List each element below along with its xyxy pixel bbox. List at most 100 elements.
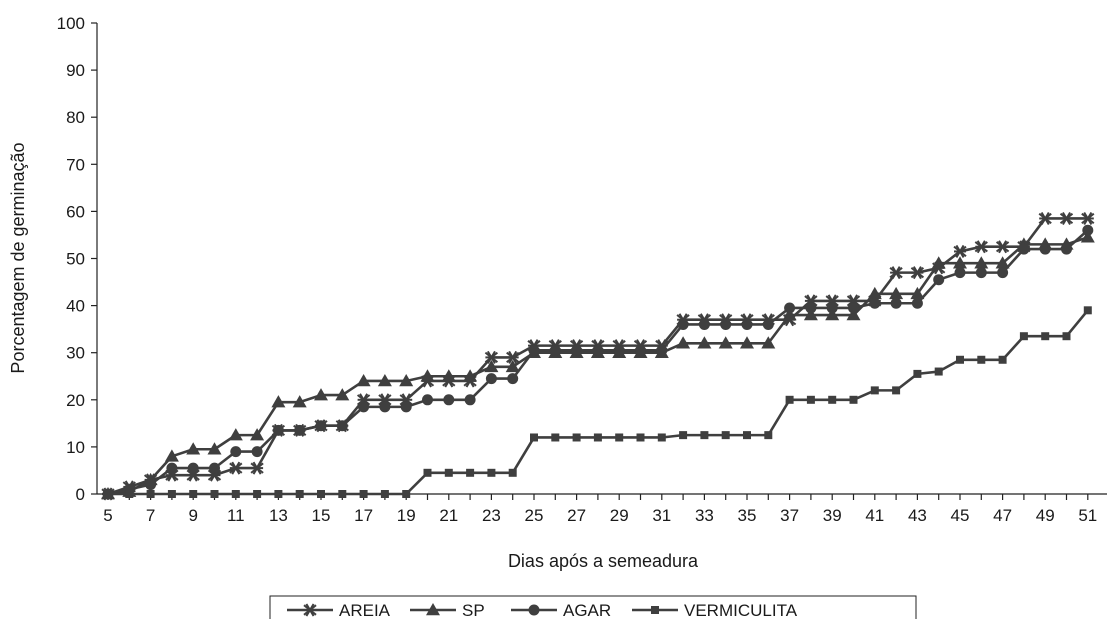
- data-point-agar: [720, 318, 732, 330]
- data-point-agar: [336, 420, 348, 432]
- x-tick-label: 13: [269, 506, 288, 525]
- legend: AREIA SP AGAR VERMICULITA: [269, 595, 917, 619]
- data-point-agar: [698, 318, 710, 330]
- x-tick-label: 41: [865, 506, 884, 525]
- data-point-sp: [314, 388, 328, 401]
- data-point-sp: [867, 286, 882, 300]
- data-point-agar: [613, 344, 625, 356]
- axes: [96, 23, 1107, 495]
- data-point-vermiculita: [572, 433, 581, 442]
- data-point-vermiculita: [721, 431, 730, 440]
- data-point-agar: [784, 302, 796, 314]
- data-point-agar: [187, 462, 199, 474]
- data-point-vermiculita: [743, 431, 751, 440]
- data-point-agar: [485, 373, 497, 385]
- legend-label: VERMICULITA: [684, 601, 798, 619]
- x-tick-label: 49: [1036, 506, 1055, 525]
- data-point-agar: [911, 297, 923, 309]
- y-tick-label: 60: [66, 202, 85, 221]
- data-point-agar: [933, 274, 945, 286]
- data-point-agar: [507, 373, 519, 385]
- data-point-areia: [484, 350, 499, 364]
- x-tick-label: 23: [482, 506, 501, 525]
- data-point-agar: [230, 446, 242, 458]
- x-tick-label: 5: [103, 506, 112, 525]
- data-point-vermiculita: [551, 433, 560, 442]
- data-point-sp: [676, 336, 691, 349]
- data-point-agar: [592, 344, 604, 356]
- data-point-vermiculita: [167, 490, 176, 498]
- data-point-vermiculita: [870, 386, 879, 395]
- data-point-agar: [571, 344, 583, 356]
- x-tick-label: 39: [823, 506, 842, 525]
- data-point-vermiculita: [146, 490, 155, 498]
- data-point-vermiculita: [317, 490, 325, 498]
- data-point-sp: [974, 256, 989, 269]
- series-sp: [101, 230, 1095, 500]
- data-point-vermiculita: [615, 433, 624, 442]
- y-tick-label: 70: [66, 155, 85, 174]
- data-point-sp: [910, 286, 925, 300]
- data-point-vermiculita: [913, 369, 922, 378]
- data-point-sp: [718, 336, 733, 349]
- data-point-vermiculita: [849, 395, 858, 404]
- legend-marker-sp: [426, 603, 440, 616]
- y-tick-label: 80: [66, 108, 85, 127]
- data-point-vermiculita: [253, 490, 262, 498]
- data-point-agar: [251, 446, 263, 458]
- data-point-agar: [358, 401, 370, 413]
- x-tick-label: 25: [525, 506, 544, 525]
- data-point-sp: [740, 336, 754, 349]
- data-point-vermiculita: [104, 490, 112, 498]
- data-point-agar: [975, 267, 987, 279]
- data-point-sp: [846, 308, 861, 321]
- data-point-sp: [463, 369, 478, 382]
- x-tick-label: 27: [567, 506, 586, 525]
- legend-item-agar: AGAR: [511, 601, 611, 619]
- series-vermiculita: [104, 306, 1092, 498]
- data-point-agar: [422, 394, 433, 406]
- data-point-agar: [954, 267, 966, 279]
- data-point-vermiculita: [828, 395, 837, 404]
- y-tick-label: 100: [57, 14, 85, 33]
- data-point-sp: [441, 369, 456, 382]
- legend-label: AREIA: [339, 601, 391, 619]
- data-point-areia: [1038, 211, 1052, 225]
- data-point-sp: [420, 369, 435, 382]
- data-point-sp: [356, 373, 371, 387]
- data-point-vermiculita: [956, 355, 964, 364]
- data-point-areia: [250, 461, 264, 475]
- y-tick-label: 30: [66, 344, 85, 363]
- data-point-agar: [379, 401, 391, 413]
- data-point-sp: [399, 373, 414, 387]
- data-point-agar: [869, 297, 881, 309]
- data-point-sp: [377, 373, 392, 387]
- data-point-vermiculita: [423, 468, 432, 477]
- data-point-agar: [762, 318, 774, 330]
- data-point-vermiculita: [380, 490, 389, 498]
- data-point-areia: [229, 461, 243, 475]
- data-point-agar: [656, 344, 668, 356]
- x-tick-label: 31: [652, 506, 671, 525]
- data-point-agar: [315, 420, 327, 432]
- data-point-vermiculita: [934, 367, 943, 376]
- data-point-areia: [1081, 211, 1095, 225]
- data-point-sp: [953, 256, 967, 269]
- data-point-vermiculita: [295, 490, 304, 498]
- data-point-vermiculita: [508, 468, 517, 477]
- x-tick-label: 45: [951, 506, 970, 525]
- data-point-vermiculita: [998, 355, 1007, 364]
- x-tick-label: 33: [695, 506, 714, 525]
- data-point-areia: [910, 266, 925, 280]
- data-point-sp: [228, 428, 243, 441]
- data-point-sp: [164, 449, 179, 462]
- x-tick-label: 47: [993, 506, 1012, 525]
- data-point-vermiculita: [444, 468, 453, 477]
- data-point-areia: [1059, 211, 1074, 225]
- data-point-vermiculita: [1041, 332, 1050, 341]
- data-point-vermiculita: [764, 431, 773, 440]
- data-point-vermiculita: [530, 433, 538, 442]
- legend-item-areia: AREIA: [287, 601, 391, 619]
- x-tick-label: 35: [738, 506, 757, 525]
- data-point-agar: [294, 424, 306, 436]
